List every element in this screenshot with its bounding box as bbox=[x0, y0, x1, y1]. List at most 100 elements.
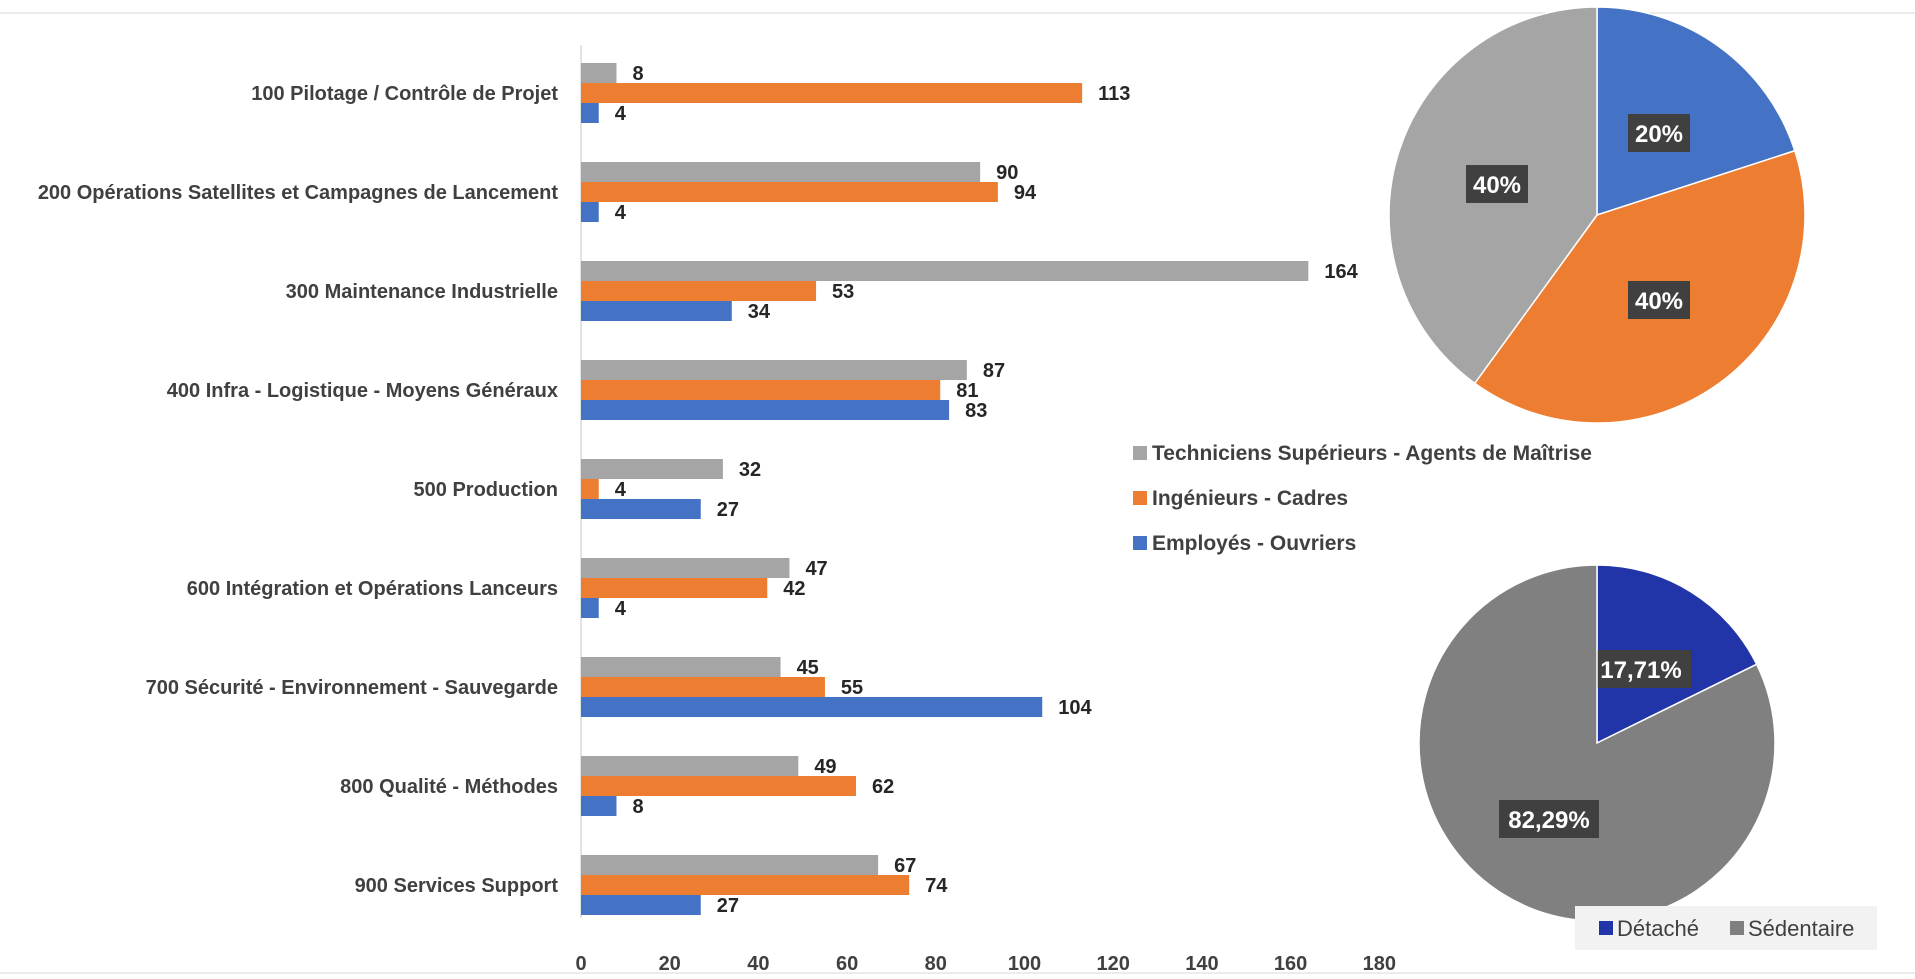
pie-label: 40% bbox=[1635, 288, 1683, 315]
x-tick-label: 60 bbox=[836, 953, 858, 974]
category-label-600-integration-et-operations-lanceurs: 600 Intégration et Opérations Lanceurs bbox=[187, 578, 558, 600]
data-label: 81 bbox=[956, 380, 978, 402]
data-label: 27 bbox=[717, 499, 739, 521]
bar-ingenieurs-cadres-2 bbox=[581, 182, 998, 202]
data-label: 4 bbox=[615, 598, 627, 620]
bar-employes-ouvriers-4 bbox=[581, 400, 950, 420]
bar-employes-ouvriers-9 bbox=[581, 895, 701, 915]
bar-employes-ouvriers-8 bbox=[581, 796, 617, 816]
data-label: 32 bbox=[739, 459, 761, 481]
bar-ingenieurs-cadres-7 bbox=[581, 677, 825, 697]
data-label: 49 bbox=[814, 756, 836, 778]
legend-label: Sédentaire bbox=[1748, 916, 1854, 941]
data-label: 164 bbox=[1324, 261, 1358, 283]
pie-label-box bbox=[1466, 165, 1528, 203]
legend-label: Techniciens Supérieurs - Agents de Maîtr… bbox=[1152, 442, 1592, 465]
category-label-900-services-support: 900 Services Support bbox=[355, 875, 559, 897]
legend-label: Employés - Ouvriers bbox=[1152, 532, 1356, 555]
legend-swatch bbox=[1730, 921, 1744, 935]
bar-ingenieurs-cadres-4 bbox=[581, 380, 941, 400]
legend-swatch bbox=[1133, 491, 1147, 505]
legend-label: Ingénieurs - Cadres bbox=[1152, 487, 1348, 510]
data-label: 47 bbox=[805, 558, 827, 580]
bar-techniciens-superieurs-a-1 bbox=[581, 63, 617, 83]
data-label: 53 bbox=[832, 281, 854, 303]
bar-techniciens-superieurs-a-8 bbox=[581, 756, 799, 776]
data-label: 45 bbox=[797, 657, 819, 679]
bar-techniciens-superieurs-a-9 bbox=[581, 855, 879, 875]
x-tick-label: 140 bbox=[1185, 953, 1218, 974]
data-label: 42 bbox=[783, 578, 805, 600]
data-label: 90 bbox=[996, 162, 1018, 184]
bar-ingenieurs-cadres-6 bbox=[581, 578, 768, 598]
data-label: 34 bbox=[748, 301, 771, 323]
bar-techniciens-superieurs-a-3 bbox=[581, 261, 1309, 281]
data-label: 4 bbox=[615, 202, 627, 224]
bar-ingenieurs-cadres-5 bbox=[581, 479, 599, 499]
data-label: 27 bbox=[717, 895, 739, 917]
pie-label-box bbox=[1499, 800, 1599, 838]
x-tick-label: 80 bbox=[925, 953, 947, 974]
legend-swatch bbox=[1133, 446, 1147, 460]
legend-label: Détaché bbox=[1617, 916, 1699, 941]
data-label: 87 bbox=[983, 360, 1005, 382]
bar-techniciens-superieurs-a-6 bbox=[581, 558, 790, 578]
x-tick-label: 0 bbox=[575, 953, 586, 974]
x-tick-label: 160 bbox=[1274, 953, 1307, 974]
category-label-700-securite-environnement-sauvegarde: 700 Sécurité - Environnement - Sauvegard… bbox=[146, 677, 558, 699]
data-label: 62 bbox=[872, 776, 894, 798]
data-label: 113 bbox=[1098, 83, 1130, 105]
pie-label-box bbox=[1591, 650, 1691, 688]
bar-legend: Techniciens Supérieurs - Agents de Maîtr… bbox=[1133, 442, 1592, 555]
bar-ingenieurs-cadres-9 bbox=[581, 875, 910, 895]
x-tick-label: 100 bbox=[1008, 953, 1041, 974]
legend-swatch bbox=[1599, 921, 1613, 935]
x-tick-label: 20 bbox=[659, 953, 681, 974]
category-label-500-production: 500 Production bbox=[414, 479, 558, 501]
bar-employes-ouvriers-5 bbox=[581, 499, 701, 519]
x-tick-label: 40 bbox=[747, 953, 769, 974]
bar-techniciens-superieurs-a-7 bbox=[581, 657, 781, 677]
pie-label: 82,29% bbox=[1508, 807, 1589, 834]
x-tick-label: 180 bbox=[1363, 953, 1396, 974]
data-label: 94 bbox=[1014, 182, 1037, 204]
pie-label-box bbox=[1628, 114, 1690, 152]
bar-techniciens-superieurs-a-5 bbox=[581, 459, 723, 479]
data-label: 83 bbox=[965, 400, 987, 422]
bar-employes-ouvriers-6 bbox=[581, 598, 599, 618]
bar-ingenieurs-cadres-3 bbox=[581, 281, 817, 301]
bar-techniciens-superieurs-a-4 bbox=[581, 360, 967, 380]
data-label: 8 bbox=[632, 63, 643, 85]
data-label: 4 bbox=[615, 479, 627, 501]
category-label-800-qualite-methodes: 800 Qualité - Méthodes bbox=[340, 776, 558, 798]
data-label: 74 bbox=[925, 875, 948, 897]
bar-employes-ouvriers-3 bbox=[581, 301, 732, 321]
data-label: 8 bbox=[632, 796, 643, 818]
data-label: 55 bbox=[841, 677, 863, 699]
pie-slice-employes-ouvriers bbox=[1596, 6, 1796, 217]
status-legend: Détaché Sédentaire bbox=[1575, 906, 1877, 950]
category-pie-chart: 20% 40% 40% bbox=[1388, 6, 1806, 424]
bar-employes-ouvriers-7 bbox=[581, 697, 1043, 717]
bar-employes-ouvriers-1 bbox=[581, 103, 599, 123]
pie-label: 20% bbox=[1635, 121, 1683, 148]
bar-ingenieurs-cadres-8 bbox=[581, 776, 856, 796]
data-label: 4 bbox=[615, 103, 627, 125]
category-label-100-pilotage-controle-de-projet: 100 Pilotage / Contrôle de Projet bbox=[251, 83, 558, 105]
category-label-400-infra-logistique-moyens-generaux: 400 Infra - Logistique - Moyens Généraux bbox=[167, 380, 558, 402]
legend-background bbox=[1575, 906, 1877, 950]
bar-techniciens-superieurs-a-2 bbox=[581, 162, 981, 182]
pie-label: 17,71% bbox=[1600, 657, 1681, 684]
pie-label-box bbox=[1628, 281, 1690, 319]
data-label: 104 bbox=[1058, 697, 1092, 719]
category-label-200-operations-satellites-et-campagnes-d: 200 Opérations Satellites et Campagnes d… bbox=[38, 182, 559, 204]
bar-chart: 100 Pilotage / Contrôle de Projet8113420… bbox=[38, 45, 1396, 975]
pie-label: 40% bbox=[1473, 172, 1521, 199]
category-label-300-maintenance-industrielle: 300 Maintenance Industrielle bbox=[286, 281, 558, 303]
bar-employes-ouvriers-2 bbox=[581, 202, 599, 222]
legend-swatch bbox=[1133, 536, 1147, 550]
status-pie-chart: 17,71% 82,29% bbox=[1418, 564, 1776, 922]
data-label: 67 bbox=[894, 855, 916, 877]
